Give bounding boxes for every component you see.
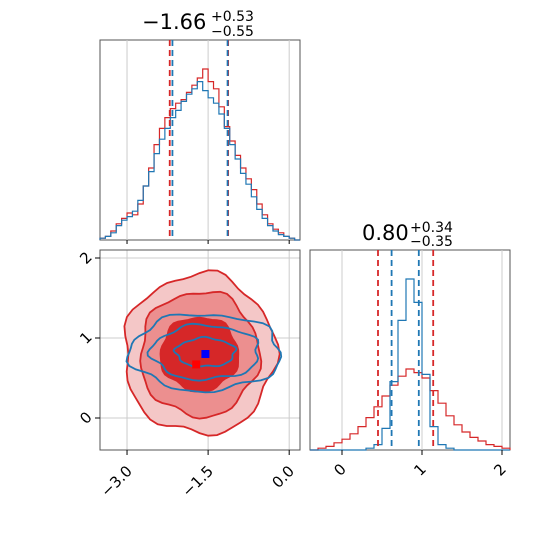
histogram-y-ticks: 0 1 2 — [330, 450, 510, 480]
histogram-x-title: −1.66 — [142, 10, 206, 34]
blue-contour-mid — [146, 322, 260, 382]
title-x-value: −1.66 — [142, 10, 206, 34]
red-contour-inner — [159, 316, 240, 393]
blue-contour-inner — [172, 335, 238, 368]
histogram-y-frame — [309, 249, 511, 451]
histogram-x-panel: −1.66 +0.53 −0.55 — [99, 9, 301, 244]
histogram-y-quantiles — [377, 250, 435, 450]
tick-label-y-2: 2 — [76, 248, 95, 267]
histogram-x-quantiles — [168, 40, 230, 240]
marker-blue — [201, 350, 210, 358]
contour-frame — [99, 249, 301, 451]
histogram-x-ticks — [126, 240, 290, 244]
tick-label-x-0: 0 — [330, 460, 349, 479]
tick-label-x-1: −1.5 — [178, 462, 216, 500]
histogram-x-frame — [99, 39, 301, 241]
histogram-y-series — [310, 278, 511, 451]
tick-label-x-1: 1 — [410, 460, 429, 479]
hist-y-series-red — [310, 368, 511, 451]
tick-label-x-2: 2 — [490, 460, 509, 479]
contour-markers — [192, 350, 210, 369]
hist-x-series-blue — [99, 81, 300, 241]
contour-panel: −3.0 −1.5 0.0 0 1 2 — [76, 248, 301, 501]
title-y-plus: +0.34 — [410, 220, 453, 236]
histogram-x-series — [99, 68, 300, 241]
tick-label-x-2: 0.0 — [268, 462, 298, 492]
tick-label-x-0: −3.0 — [97, 462, 135, 500]
tick-label-y-0: 0 — [76, 408, 95, 427]
title-y-minus: −0.35 — [410, 234, 453, 250]
marker-red — [192, 360, 201, 369]
title-x-minus: −0.55 — [211, 24, 254, 40]
tick-label-y-1: 1 — [76, 328, 95, 347]
title-x-plus: +0.53 — [211, 9, 254, 25]
title-y-value: 0.80 — [362, 221, 409, 245]
hist-x-series-red — [99, 68, 300, 241]
histogram-y-panel: 0 1 2 0.80 +0.34 −0.35 — [309, 220, 511, 480]
blue-contour-outer — [125, 313, 283, 394]
histogram-y-title: 0.80 — [362, 221, 409, 245]
hist-y-series-blue — [310, 278, 510, 451]
